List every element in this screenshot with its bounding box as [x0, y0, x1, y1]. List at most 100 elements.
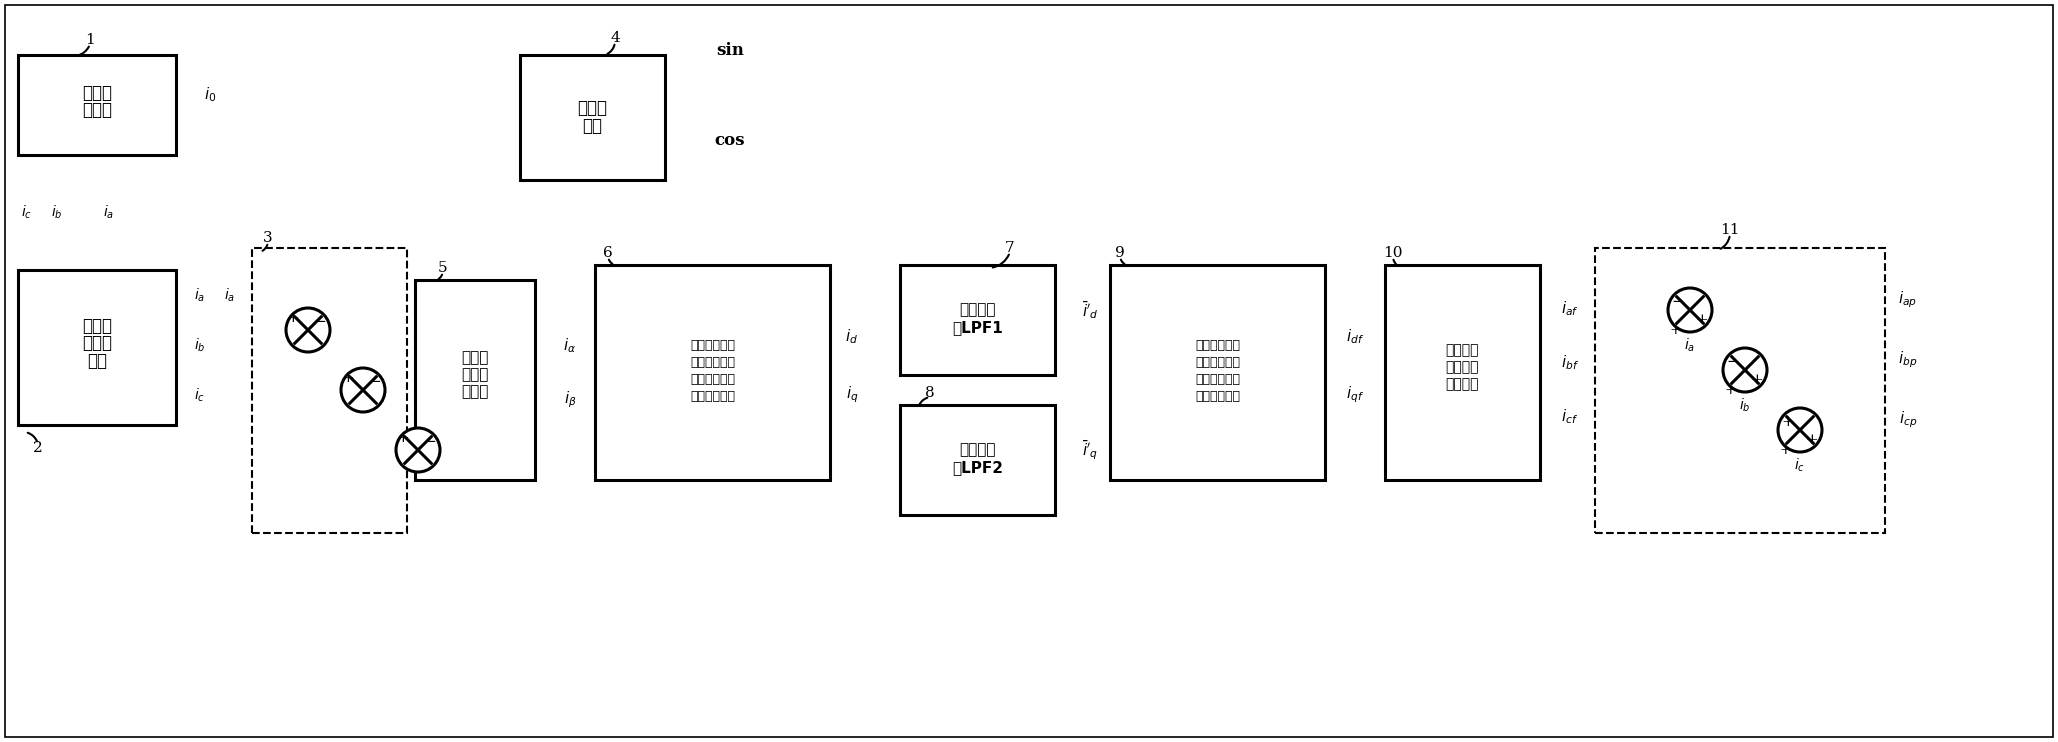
Circle shape: [395, 428, 440, 472]
FancyArrowPatch shape: [607, 45, 615, 54]
Text: $i_\beta$: $i_\beta$: [564, 390, 576, 410]
Text: 9: 9: [1115, 246, 1126, 260]
Text: +: +: [1725, 383, 1735, 397]
Text: $i_{ap}$: $i_{ap}$: [1897, 289, 1918, 310]
FancyArrowPatch shape: [1393, 260, 1397, 266]
Text: 相正序同步旋: 相正序同步旋: [1196, 356, 1241, 369]
Circle shape: [1778, 408, 1821, 452]
Text: 相静止坐标到: 相静止坐标到: [689, 356, 735, 369]
Text: 坐标变: 坐标变: [461, 384, 488, 399]
Text: $i_b$: $i_b$: [51, 203, 64, 220]
Text: −: −: [1727, 355, 1739, 369]
Text: 器LPF1: 器LPF1: [953, 321, 1002, 335]
Text: 电压定向的两: 电压定向的两: [689, 339, 735, 352]
Bar: [521, 55, 665, 180]
Bar: [19, 55, 177, 155]
FancyArrowPatch shape: [436, 275, 442, 281]
Text: −: −: [313, 315, 327, 329]
Text: +: +: [286, 311, 298, 325]
Bar: [595, 265, 829, 480]
Text: 静止坐标变换: 静止坐标变换: [1196, 390, 1241, 403]
Text: 两相到三: 两相到三: [1447, 344, 1480, 358]
Bar: [899, 405, 1056, 515]
FancyArrowPatch shape: [78, 47, 88, 56]
Text: $i_a$: $i_a$: [1683, 336, 1696, 354]
Circle shape: [286, 308, 329, 352]
Text: $i_a$: $i_a$: [103, 203, 115, 220]
FancyArrowPatch shape: [920, 398, 928, 405]
Text: 相静止: 相静止: [461, 367, 488, 382]
Text: $i_c$: $i_c$: [21, 203, 33, 220]
Text: 旋转坐标变换: 旋转坐标变换: [689, 390, 735, 403]
Text: 5: 5: [438, 261, 449, 275]
Text: 三相电: 三相电: [82, 317, 111, 335]
Text: $i_b$: $i_b$: [193, 336, 206, 354]
Text: −: −: [424, 435, 436, 449]
Text: 零序电: 零序电: [82, 84, 111, 102]
Text: $i_{af}$: $i_{af}$: [1562, 300, 1578, 318]
Text: 电路: 电路: [86, 352, 107, 370]
Text: 两相同步正序: 两相同步正序: [689, 373, 735, 386]
FancyArrowPatch shape: [609, 260, 615, 266]
FancyArrowPatch shape: [27, 433, 37, 441]
Text: $i_{bp}$: $i_{bp}$: [1897, 349, 1918, 370]
Circle shape: [1723, 348, 1768, 392]
Text: $i_d$: $i_d$: [846, 327, 858, 346]
Circle shape: [1667, 288, 1712, 332]
Bar: [251, 248, 407, 533]
Text: +: +: [1696, 313, 1708, 327]
Text: 低通滤波: 低通滤波: [959, 303, 996, 318]
Text: +: +: [1751, 373, 1764, 387]
Text: 10: 10: [1383, 246, 1404, 260]
Text: $i_{bf}$: $i_{bf}$: [1560, 353, 1578, 372]
Text: 标的变换: 标的变换: [1447, 378, 1480, 392]
FancyArrowPatch shape: [1720, 237, 1729, 249]
Text: $i_\alpha$: $i_\alpha$: [564, 337, 576, 355]
Text: +: +: [342, 371, 354, 385]
Text: 6: 6: [603, 246, 613, 260]
Text: 低通滤波: 低通滤波: [959, 442, 996, 458]
Text: 3: 3: [263, 231, 274, 245]
Text: $i_b$: $i_b$: [1739, 396, 1751, 414]
Text: 相静止坐: 相静止坐: [1447, 361, 1480, 375]
Text: $i_c$: $i_c$: [193, 387, 206, 404]
Text: $i_a$: $i_a$: [193, 286, 206, 303]
Text: +: +: [397, 431, 410, 445]
Text: 1: 1: [84, 33, 95, 47]
Text: +: +: [1805, 433, 1819, 447]
Text: $\bar{i}'_q$: $\bar{i}'_q$: [1083, 438, 1099, 462]
Bar: [1595, 248, 1885, 533]
FancyArrowPatch shape: [992, 255, 1008, 268]
Text: 流测试: 流测试: [82, 333, 111, 352]
Bar: [899, 265, 1056, 375]
Text: $i_{qf}$: $i_{qf}$: [1346, 384, 1364, 405]
Text: 锁相环: 锁相环: [578, 99, 607, 116]
Text: $i_c$: $i_c$: [1795, 456, 1805, 473]
Text: +: +: [1669, 323, 1681, 337]
Text: $\bar{i}'_d$: $\bar{i}'_d$: [1083, 299, 1099, 321]
Bar: [416, 280, 535, 480]
Bar: [1109, 265, 1325, 480]
Text: +: +: [1780, 443, 1790, 457]
Text: $i_{df}$: $i_{df}$: [1346, 327, 1364, 346]
Text: −: −: [1671, 295, 1683, 309]
Text: sin: sin: [716, 42, 743, 59]
Text: −: −: [368, 375, 381, 389]
Text: $i_0$: $i_0$: [204, 85, 216, 105]
Text: 电压定向的两: 电压定向的两: [1196, 339, 1241, 352]
Text: 转坐标到两相: 转坐标到两相: [1196, 373, 1241, 386]
Text: 流计算: 流计算: [82, 101, 111, 119]
FancyArrowPatch shape: [263, 245, 268, 251]
Text: 电路: 电路: [582, 116, 603, 134]
Text: 7: 7: [1004, 241, 1015, 255]
Text: 8: 8: [926, 386, 934, 400]
Text: 11: 11: [1720, 223, 1739, 237]
Circle shape: [342, 368, 385, 412]
Text: $i_a$: $i_a$: [224, 286, 235, 303]
Bar: [19, 270, 177, 425]
Text: $i_{cp}$: $i_{cp}$: [1900, 410, 1918, 430]
Bar: [1385, 265, 1539, 480]
Text: $i_{cf}$: $i_{cf}$: [1562, 407, 1578, 426]
Text: 2: 2: [33, 441, 43, 455]
Text: 4: 4: [609, 31, 619, 45]
